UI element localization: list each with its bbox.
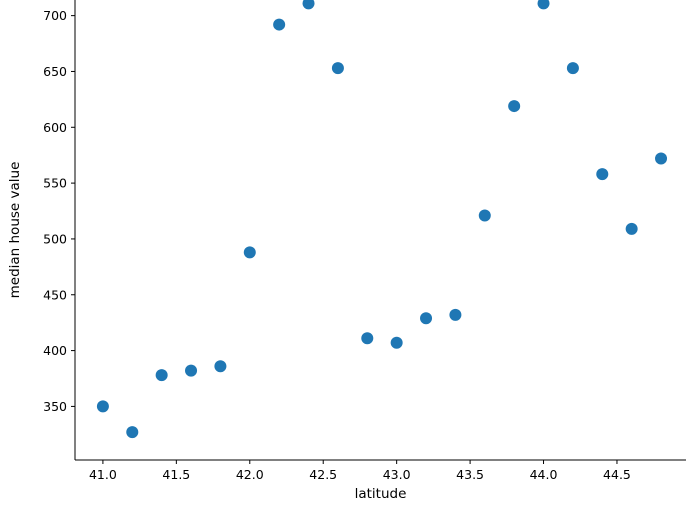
scatter-point	[155, 369, 168, 382]
scatter-point	[390, 336, 403, 349]
y-tick-label: 400	[43, 343, 67, 358]
scatter-point	[96, 400, 109, 413]
y-tick-label: 550	[43, 176, 67, 191]
x-tick-label: 41.5	[162, 467, 190, 482]
scatter-point	[126, 426, 139, 439]
scatter-point	[625, 222, 638, 235]
x-tick-label: 43.5	[456, 467, 484, 482]
x-tick-label: 42.0	[236, 467, 264, 482]
y-tick-label: 500	[43, 231, 67, 246]
scatter-point	[449, 308, 462, 321]
scatter-point	[478, 209, 491, 222]
scatter-point	[596, 168, 609, 181]
y-tick-label: 650	[43, 64, 67, 79]
scatter-point	[537, 0, 550, 10]
scatter-point	[508, 100, 521, 113]
y-tick-label: 350	[43, 399, 67, 414]
y-tick-label: 600	[43, 120, 67, 135]
scatter-point	[214, 360, 227, 373]
x-tick-label: 42.5	[309, 467, 337, 482]
y-tick-label: 450	[43, 287, 67, 302]
x-axis-label: latitude	[354, 486, 407, 502]
scatter-point	[185, 364, 198, 377]
scatter-point	[273, 18, 286, 31]
scatter-point	[243, 246, 256, 259]
scatter-point	[331, 62, 344, 75]
y-axis-label: median house value	[7, 161, 23, 299]
y-tick-label: 700	[43, 8, 67, 23]
scatter-point	[361, 332, 374, 345]
scatter-point	[655, 152, 668, 165]
x-tick-label: 43.0	[383, 467, 411, 482]
scatter-point	[566, 62, 579, 75]
x-tick-label: 41.0	[89, 467, 117, 482]
x-tick-label: 44.5	[603, 467, 631, 482]
x-tick-label: 44.0	[530, 467, 558, 482]
scatter-point	[420, 312, 433, 325]
scatter-point	[302, 0, 315, 10]
